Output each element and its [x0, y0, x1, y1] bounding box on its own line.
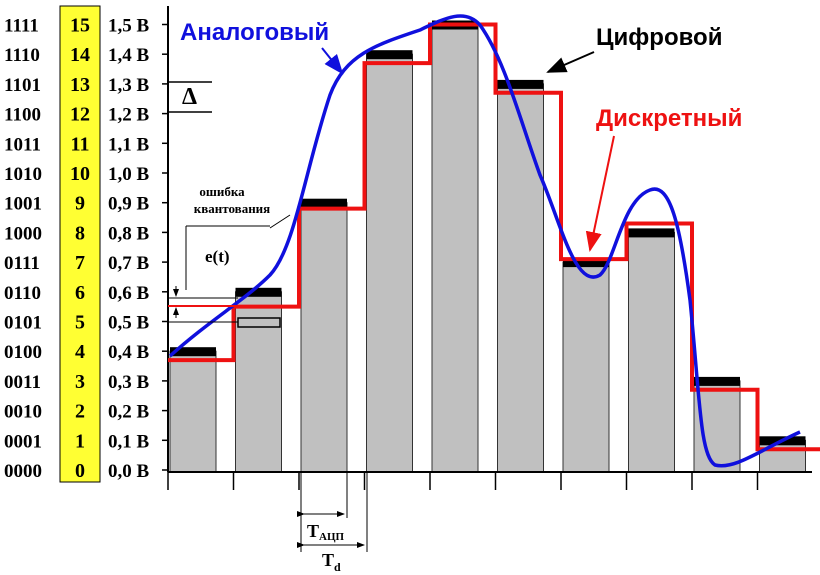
voltage-label-12: 1,2 В [108, 105, 150, 126]
voltage-label-4: 0,4 В [108, 342, 150, 363]
binary-code-0101: 0101 [4, 313, 42, 334]
binary-code-1011: 1011 [4, 134, 41, 155]
voltage-label-5: 0,5 В [108, 313, 150, 334]
error-fn-label: e(t) [205, 247, 230, 266]
level-number-13: 13 [70, 74, 90, 96]
analog-signal-curve [168, 14, 801, 468]
binary-code-1101: 1101 [4, 75, 41, 96]
level-number-6: 6 [75, 282, 85, 304]
digital-cap-8 [628, 228, 675, 238]
digital-cap-6 [497, 79, 544, 89]
binary-code-1010: 1010 [4, 164, 42, 185]
sample-bar-2 [235, 291, 282, 473]
voltage-label-13: 1,3 В [108, 75, 150, 96]
digital-cap-9 [694, 376, 740, 386]
voltage-label-3: 0,3 В [108, 372, 150, 393]
level-column [59, 5, 101, 483]
binary-code-1110: 1110 [4, 45, 40, 66]
level-number-11: 11 [71, 133, 90, 155]
legend-digital: Цифровой [596, 24, 722, 51]
voltage-label-7: 0,7 В [108, 253, 150, 274]
binary-code-0111: 0111 [4, 253, 40, 274]
digital-cap-1 [170, 347, 216, 357]
digital-cap-4 [366, 50, 413, 60]
sample-bars [169, 24, 806, 473]
digital-cap-3 [301, 198, 347, 208]
binary-code-0000: 0000 [4, 461, 42, 482]
voltage-label-14: 1,4 В [108, 45, 150, 66]
sample-bar-3 [300, 202, 348, 473]
voltage-label-10: 1,0 В [108, 164, 150, 185]
sample-bar-10 [759, 439, 806, 473]
voltage-label-0: 0,0 В [108, 461, 150, 482]
level-number-0: 0 [75, 460, 85, 482]
digital-cap-7 [563, 258, 609, 268]
binary-code-1000: 1000 [4, 223, 42, 244]
level-number-2: 2 [75, 401, 85, 423]
binary-code-1100: 1100 [4, 105, 41, 126]
sample-bar-8 [628, 231, 675, 473]
error-pointer [269, 214, 291, 229]
level-number-10: 10 [70, 163, 90, 185]
error-label-line1: ошибка [199, 184, 245, 199]
x-axis-ticks [167, 472, 759, 490]
binary-code-labels: 0000 0001 0010 0011 0100 0101 0110 0111 1000 1001… [4, 16, 42, 483]
level-number-4: 4 [75, 341, 85, 363]
sample-bar-6 [497, 83, 544, 473]
sample-bar-5 [431, 24, 479, 473]
binary-code-0011: 0011 [4, 372, 41, 393]
binary-code-1001: 1001 [4, 194, 42, 215]
sample-bar-4 [366, 53, 413, 473]
level-number-14: 14 [70, 44, 90, 66]
t-adc-label: TАЦП [307, 521, 345, 543]
binary-code-0001: 0001 [4, 431, 42, 452]
voltage-label-1: 0,1 В [108, 431, 150, 452]
legend-discrete: Дискретный [596, 105, 742, 132]
level-number-5: 5 [75, 312, 85, 334]
sample-bar-7 [562, 261, 610, 473]
binary-code-0100: 0100 [4, 342, 42, 363]
level-number-9: 9 [75, 193, 85, 215]
sample-bar-1 [169, 350, 217, 473]
binary-code-0110: 0110 [4, 283, 41, 304]
level-number-3: 3 [75, 371, 85, 393]
level-number-8: 8 [75, 222, 85, 244]
level-number-12: 12 [70, 104, 90, 126]
level-number-7: 7 [75, 252, 85, 274]
voltage-labels: 0,0 В 0,1 В 0,2 В 0,3 В 0,4 В 0,5 В 0,6 В 0,7 В… [108, 16, 150, 483]
discrete-signal-line [168, 22, 820, 452]
legend-analog: Аналоговый [180, 19, 329, 46]
delta-label: Δ [182, 84, 197, 110]
legend-digital-pointer [546, 51, 595, 73]
binary-code-0010: 0010 [4, 402, 42, 423]
t-d-label: Td [322, 550, 341, 574]
level-number-15: 15 [70, 15, 90, 37]
level-number-1: 1 [75, 430, 85, 452]
binary-code-1111: 1111 [4, 16, 39, 37]
error-label-line2: квантования [194, 201, 270, 216]
voltage-label-2: 0,2 В [108, 402, 150, 423]
voltage-label-15: 1,5 В [108, 16, 150, 37]
voltage-label-11: 1,1 В [108, 134, 150, 155]
legend-discrete-pointer [585, 135, 615, 252]
voltage-label-9: 0,9 В [108, 194, 150, 215]
digital-cap-2 [235, 287, 282, 297]
legend-analog-pointer [321, 47, 344, 75]
voltage-label-8: 0,8 В [108, 223, 150, 244]
voltage-label-6: 0,6 В [108, 283, 150, 304]
